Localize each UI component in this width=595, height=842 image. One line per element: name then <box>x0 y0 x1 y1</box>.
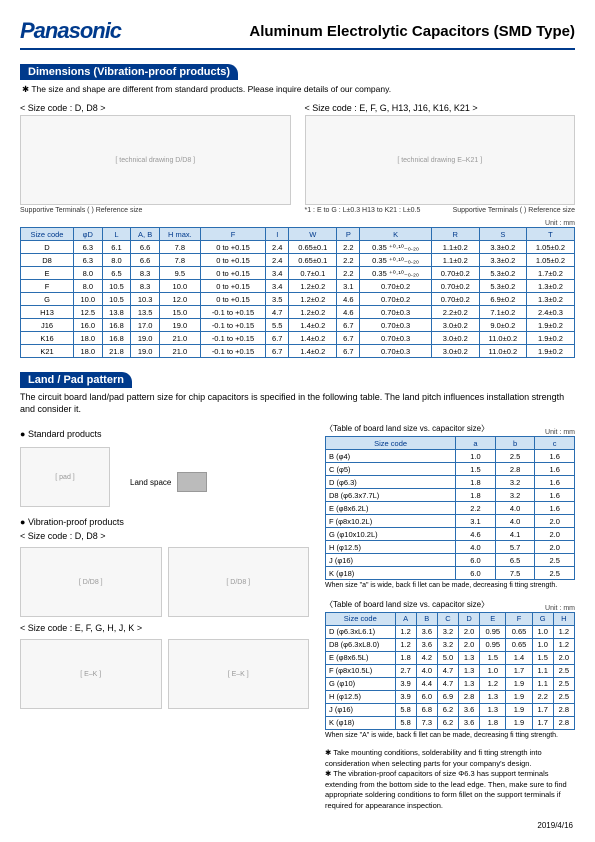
table-header: c <box>535 437 575 450</box>
table-header: Size code <box>326 437 456 450</box>
land-table-1: Size codeabcB (φ4)1.02.51.6C (φ5)1.52.81… <box>325 436 575 580</box>
dimensions-table: Size codeφDLA, BH max.FIWPKRSTD6.36.16.6… <box>20 227 575 358</box>
land-space-icon <box>177 472 207 492</box>
table-header: A <box>395 612 416 625</box>
table-row: F8.010.58.310.00 to +0.153.41.2±0.23.10.… <box>21 280 575 293</box>
table-row: D8 (φ6.3x7.7L)1.83.21.6 <box>326 489 575 502</box>
table-header: a <box>456 437 496 450</box>
table-row: J (φ16)5.86.86.23.61.31.91.72.8 <box>326 703 575 716</box>
dimensions-diagrams: Size code : D, D8 [ technical drawing D/… <box>20 101 575 214</box>
t2-caption: Table of board land size vs. capacitor s… <box>325 599 489 610</box>
t1-note: When size "a" is wide, back fi llet can … <box>325 582 575 590</box>
diagram-caption-3: Supportive Terminals ( ) Reference size <box>453 207 575 214</box>
t2-unit: Unit : mm <box>545 605 575 612</box>
t2-note: When size "A" is wide, back fi llet can … <box>325 732 575 740</box>
table-header: A, B <box>131 228 160 241</box>
diagram-vib-e-2: [ E–K ] <box>168 639 310 709</box>
diagram-vib-d-1: [ D/D8 ] <box>20 547 162 617</box>
table-row: E (φ8x6.2L)2.24.01.6 <box>326 502 575 515</box>
table-header: P <box>337 228 360 241</box>
table-row: B (φ4)1.02.51.6 <box>326 450 575 463</box>
footnote: Take mounting conditions, solderability … <box>325 748 575 769</box>
section-land-heading: Land / Pad pattern <box>20 372 132 388</box>
t1-unit: Unit : mm <box>545 429 575 436</box>
table-row: K (φ18)5.87.36.23.61.81.91.72.8 <box>326 716 575 729</box>
diagram-d-d8: [ technical drawing D/D8 ] <box>20 115 291 205</box>
table-row: J1616.016.817.019.0-0.1 to +0.155.51.4±0… <box>21 319 575 332</box>
table-header: G <box>532 612 553 625</box>
bullet-vibration: Vibration-proof products <box>20 517 309 527</box>
table-header: H max. <box>159 228 200 241</box>
t1-caption: Table of board land size vs. capacitor s… <box>325 423 489 434</box>
diagram-standard-pad: [ pad ] <box>20 447 110 507</box>
table-row: H (φ12.5)3.96.06.92.81.31.92.22.5 <box>326 690 575 703</box>
land-space-label: Land space <box>130 478 171 487</box>
table-header: H <box>553 612 574 625</box>
table-header: Size code <box>21 228 74 241</box>
table-header: S <box>479 228 526 241</box>
size-code-b: Size code : E, F, G, H13, J16, K16, K21 <box>305 103 576 113</box>
vib-code-b: Size code : E, F, G, H, J, K <box>20 623 309 633</box>
doc-title: Aluminum Electrolytic Capacitors (SMD Ty… <box>249 23 575 40</box>
table-header: C <box>437 612 458 625</box>
table-header: L <box>102 228 131 241</box>
land-body: The circuit board land/pad pattern size … <box>20 392 575 415</box>
table-row: J (φ16)6.06.52.5 <box>326 554 575 567</box>
table-header: D <box>459 612 480 625</box>
diagram-caption-2: *1 : E to G : L±0.3 H13 to K21 : L±0.5 <box>305 207 421 214</box>
table-row: D86.38.06.67.80 to +0.152.40.65±0.12.20.… <box>21 254 575 267</box>
table-row: E (φ8x6.5L)1.84.25.01.31.51.41.52.0 <box>326 651 575 664</box>
table-row: K (φ18)6.07.52.5 <box>326 567 575 580</box>
table-header: F <box>506 612 532 625</box>
table-row: G10.010.510.312.00 to +0.153.51.2±0.24.6… <box>21 293 575 306</box>
bullet-standard: Standard products <box>20 429 309 439</box>
footnote: The vibration-proof capacitors of size Φ… <box>325 769 575 811</box>
table-header: W <box>289 228 337 241</box>
table-row: F (φ8x10.2L)3.14.02.0 <box>326 515 575 528</box>
table-row: G (φ10x10.2L)4.64.12.0 <box>326 528 575 541</box>
table-header: R <box>431 228 479 241</box>
table-header: b <box>495 437 535 450</box>
table-row: D8 (φ6.3xL8.0)1.23.63.22.00.950.651.01.2 <box>326 638 575 651</box>
table-header: I <box>266 228 289 241</box>
table-row: K1618.016.819.021.0-0.1 to +0.156.71.4±0… <box>21 332 575 345</box>
dimensions-note: The size and shape are different from st… <box>22 84 575 95</box>
unit-label-1: Unit : mm <box>20 220 575 227</box>
table-row: K2118.021.819.021.0-0.1 to +0.156.71.4±0… <box>21 345 575 358</box>
size-code-a: Size code : D, D8 <box>20 103 291 113</box>
footer-notes: Take mounting conditions, solderability … <box>325 748 575 811</box>
table-header: φD <box>73 228 102 241</box>
page-date: 2019/4/16 <box>537 821 573 830</box>
table-row: E8.06.58.39.50 to +0.153.40.7±0.12.20.35… <box>21 267 575 280</box>
table-header: E <box>480 612 506 625</box>
table-header: B <box>416 612 437 625</box>
diagram-vib-d-2: [ D/D8 ] <box>168 547 310 617</box>
header: Panasonic Aluminum Electrolytic Capacito… <box>20 18 575 50</box>
table-row: D6.36.16.67.80 to +0.152.40.65±0.12.20.3… <box>21 241 575 254</box>
table-header: F <box>200 228 265 241</box>
table-header: T <box>526 228 574 241</box>
table-header: K <box>360 228 431 241</box>
table-row: H (φ12.5)4.05.72.0 <box>326 541 575 554</box>
table-row: C (φ5)1.52.81.6 <box>326 463 575 476</box>
diagram-caption-1: Supportive Terminals ( ) Reference size <box>20 207 291 214</box>
table-header: Size code <box>326 612 396 625</box>
diagram-e-k21: [ technical drawing E–K21 ] <box>305 115 576 205</box>
table-row: D (φ6.3)1.83.21.6 <box>326 476 575 489</box>
land-table-2: Size codeABCDEFGHD (φ6.3xL6.1)1.23.63.22… <box>325 612 575 730</box>
table-row: H1312.513.813.515.0-0.1 to +0.154.71.2±0… <box>21 306 575 319</box>
table-row: F (φ8x10.5L)2.74.04.71.31.01.71.12.5 <box>326 664 575 677</box>
vib-code-a: Size code : D, D8 <box>20 531 309 541</box>
brand-logo: Panasonic <box>20 18 121 44</box>
table-row: G (φ10)3.94.44.71.31.21.91.12.5 <box>326 677 575 690</box>
table-row: D (φ6.3xL6.1)1.23.63.22.00.950.651.01.2 <box>326 625 575 638</box>
section-dimensions-heading: Dimensions (Vibration-proof products) <box>20 64 238 80</box>
diagram-vib-e-1: [ E–K ] <box>20 639 162 709</box>
